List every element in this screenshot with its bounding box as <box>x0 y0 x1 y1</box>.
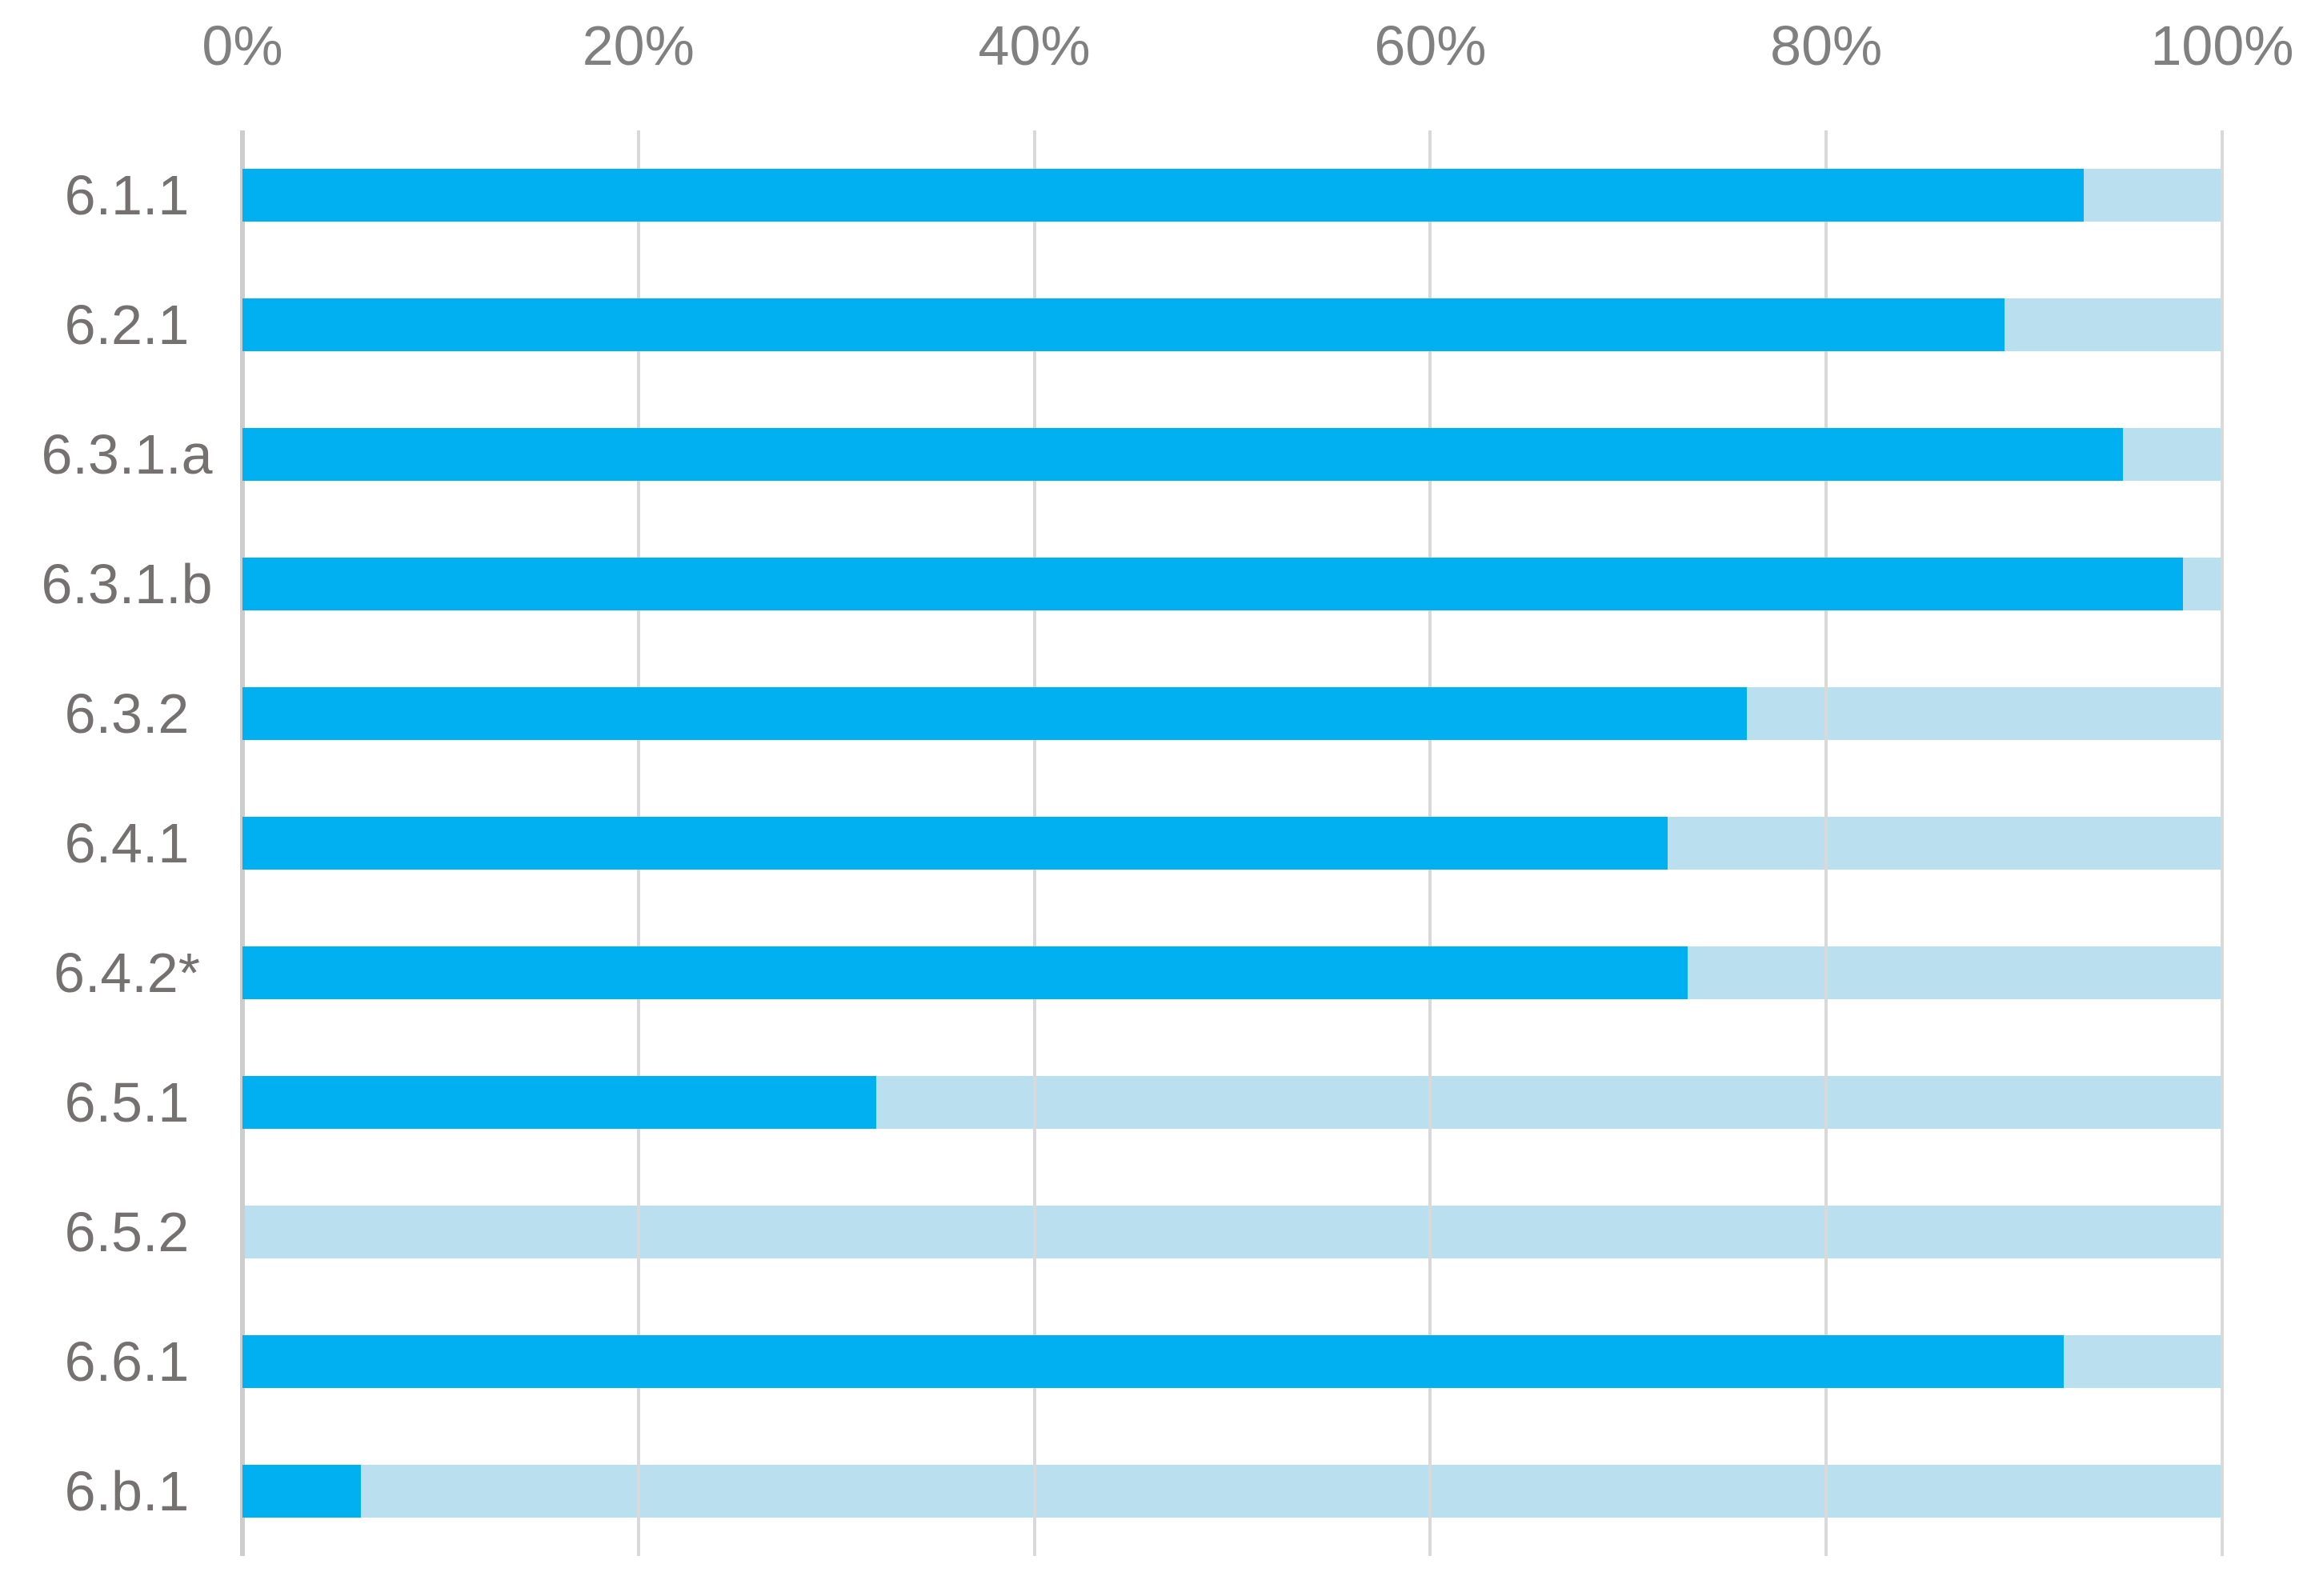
x-tick-label: 60% <box>1374 14 1487 77</box>
bar-segment-dark-blue <box>242 817 1668 870</box>
bar-segment-dark-blue <box>242 558 2183 610</box>
bar-segment-dark-blue <box>242 428 2124 481</box>
bar-segment-light-blue <box>2182 558 2222 610</box>
category-label: 6.5.1 <box>64 1071 190 1134</box>
bar-segment-light-blue <box>361 1465 2222 1518</box>
x-tick-label: 40% <box>978 14 1091 77</box>
bar-segment-dark-blue <box>242 298 2005 351</box>
bar-segment-light-blue <box>1747 687 2222 740</box>
bar-segment-dark-blue <box>242 946 1688 999</box>
bar-row <box>242 1335 2222 1388</box>
bar-row <box>242 298 2222 351</box>
bar-segment-light-blue <box>875 1076 2222 1129</box>
category-labels: 6.1.1 6.2.1 6.3.1.a 6.3.1.b 6.3.2 6.4.1 6.4.2*… <box>0 130 242 1556</box>
bar-row <box>242 1465 2222 1518</box>
bar-row <box>242 687 2222 740</box>
category-label: 6.3.2 <box>64 682 190 745</box>
bar-row <box>242 817 2222 870</box>
category-label: 6.1.1 <box>64 164 190 226</box>
category-label: 6.b.1 <box>64 1460 190 1522</box>
category-label: 6.4.1 <box>64 812 190 874</box>
bar-segment-dark-blue <box>242 169 2084 222</box>
bar-segment-light-blue <box>2004 298 2222 351</box>
bar-row <box>242 1206 2222 1258</box>
x-tick-label: 80% <box>1770 14 1883 77</box>
x-axis: 0% 20% 40% 60% 80% 100% <box>202 0 2293 130</box>
category-label: 6.2.1 <box>64 294 190 356</box>
category-label: 6.3.1.b <box>41 553 213 615</box>
bar-row <box>242 558 2222 610</box>
bar-segment-dark-blue <box>242 1335 2065 1388</box>
bar-row <box>242 169 2222 222</box>
x-tick-label: 20% <box>582 14 695 77</box>
bar-segment-light-blue <box>1668 817 2222 870</box>
x-tick-label: 0% <box>202 14 283 77</box>
bar-row <box>242 1076 2222 1129</box>
category-label: 6.5.2 <box>64 1201 190 1263</box>
gridline <box>2221 130 2224 1556</box>
category-label: 6.4.2* <box>54 942 200 1004</box>
bar-segment-light-blue <box>1688 946 2222 999</box>
bar-segment-light-blue <box>242 1206 2222 1258</box>
gridline <box>1824 130 1828 1556</box>
category-label: 6.6.1 <box>64 1330 190 1393</box>
bar-segment-light-blue <box>2064 1335 2222 1388</box>
bar-segment-light-blue <box>2123 428 2222 481</box>
bar-row <box>242 428 2222 481</box>
plot-area <box>240 130 2224 1556</box>
bar-segment-dark-blue <box>242 1076 876 1129</box>
bar-segment-dark-blue <box>242 1465 362 1518</box>
category-label: 6.3.1.a <box>41 423 213 486</box>
bar-segment-dark-blue <box>242 687 1748 740</box>
bar-segment-light-blue <box>2083 169 2222 222</box>
bar-row <box>242 946 2222 999</box>
x-tick-label: 100% <box>2150 14 2294 77</box>
